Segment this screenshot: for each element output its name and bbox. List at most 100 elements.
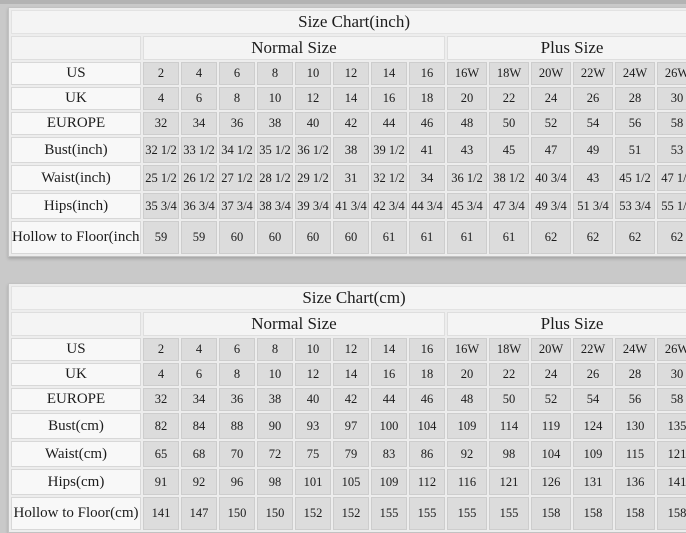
size-cell: 98 xyxy=(489,441,529,467)
size-cell: 22W xyxy=(573,62,613,85)
size-cell: 34 xyxy=(181,112,217,135)
size-cell: 33 1/2 xyxy=(181,137,217,163)
size-cell: 114 xyxy=(489,413,529,439)
size-cell: 52 xyxy=(531,112,571,135)
size-cell: 62 xyxy=(615,221,655,254)
size-cell: 62 xyxy=(531,221,571,254)
size-cell: 51 xyxy=(615,137,655,163)
size-cell: 26W xyxy=(657,338,686,361)
size-cell: 16 xyxy=(409,62,445,85)
size-cell: 40 xyxy=(295,112,331,135)
table-row: Hips(cm) 91 92 96 98 101 105 109 112 116 121 126 131… xyxy=(11,469,686,495)
normal-size-header: Normal Size xyxy=(143,36,445,60)
row-label: Hollow to Floor(cm) xyxy=(11,497,141,530)
size-cell: 36 1/2 xyxy=(447,165,487,191)
size-cell: 37 3/4 xyxy=(219,193,255,219)
size-cell: 54 xyxy=(573,112,613,135)
size-cell: 12 xyxy=(333,338,369,361)
size-cell: 14 xyxy=(371,338,407,361)
size-cell: 59 xyxy=(143,221,179,254)
table-row: US24681012141616W18W20W22W24W26W xyxy=(11,338,686,361)
size-cell: 147 xyxy=(181,497,217,530)
size-cell: 158 xyxy=(531,497,571,530)
size-cell: 34 xyxy=(409,165,445,191)
size-cell: 91 xyxy=(143,469,179,495)
size-cell: 24 xyxy=(531,87,571,110)
size-cell: 20W xyxy=(531,62,571,85)
size-cell: 2 xyxy=(143,338,179,361)
table-row: Bust(cm) 82 84 88 90 93 97 100 104 109 114 119 124 13… xyxy=(11,413,686,439)
size-cell: 60 xyxy=(257,221,293,254)
page-top-edge xyxy=(0,0,686,4)
size-cell: 18W xyxy=(489,62,529,85)
size-cell: 92 xyxy=(181,469,217,495)
size-cell: 50 xyxy=(489,112,529,135)
size-cell: 14 xyxy=(333,87,369,110)
size-cell: 44 xyxy=(371,112,407,135)
row-label: UK xyxy=(11,87,141,110)
table-row: Hips(inch) 35 3/4 36 3/4 37 3/4 38 3/4 39 3/4… xyxy=(11,193,686,219)
size-cell: 12 xyxy=(295,87,331,110)
row-label: Hollow to Floor(inch) xyxy=(11,221,141,254)
size-cell: 44 xyxy=(371,388,407,411)
size-cell: 24 xyxy=(531,363,571,386)
size-cell: 155 xyxy=(371,497,407,530)
size-cell: 38 xyxy=(257,112,293,135)
table-row: UK 4 6 8 10 12 14 16 18 20 22 24 26 28 30 xyxy=(11,87,686,110)
size-cell: 26 xyxy=(573,363,613,386)
size-cell: 8 xyxy=(257,338,293,361)
size-cell: 4 xyxy=(181,338,217,361)
size-cell: 39 1/2 xyxy=(371,137,407,163)
row-label: Waist(inch) xyxy=(11,165,141,191)
size-cell: 56 xyxy=(615,388,655,411)
size-cell: 27 1/2 xyxy=(219,165,255,191)
size-cell: 48 xyxy=(447,388,487,411)
size-cell: 35 1/2 xyxy=(257,137,293,163)
size-cell: 43 xyxy=(573,165,613,191)
size-cell: 150 xyxy=(257,497,293,530)
size-cell: 158 xyxy=(573,497,613,530)
size-cell: 45 xyxy=(489,137,529,163)
size-cell: 6 xyxy=(181,363,217,386)
row-label: Bust(inch) xyxy=(11,137,141,163)
size-cell: 16 xyxy=(371,363,407,386)
size-cell: 115 xyxy=(615,441,655,467)
size-cell: 16 xyxy=(409,338,445,361)
row-label: Hips(inch) xyxy=(11,193,141,219)
size-cell: 12 xyxy=(295,363,331,386)
size-cell: 84 xyxy=(181,413,217,439)
title-row: Size Chart(cm) xyxy=(11,286,686,310)
size-cell: 20 xyxy=(447,87,487,110)
size-cell: 47 1/2 xyxy=(657,165,686,191)
size-cell: 72 xyxy=(257,441,293,467)
size-chart-page: Size Chart(inch) Normal Size Plus Size U… xyxy=(0,4,686,533)
size-cell: 34 1/2 xyxy=(219,137,255,163)
size-cell: 83 xyxy=(371,441,407,467)
size-cell: 141 xyxy=(657,469,686,495)
size-cell: 8 xyxy=(257,62,293,85)
group-header-row: Normal Size Plus Size xyxy=(11,36,686,60)
size-cell: 155 xyxy=(447,497,487,530)
size-cell: 38 3/4 xyxy=(257,193,293,219)
size-cell: 53 xyxy=(657,137,686,163)
size-cell: 18W xyxy=(489,338,529,361)
size-cell: 55 1/2 xyxy=(657,193,686,219)
row-label: Waist(cm) xyxy=(11,441,141,467)
size-cell: 24W xyxy=(615,338,655,361)
table-title-cm: Size Chart(cm) xyxy=(11,286,686,310)
size-cell: 158 xyxy=(615,497,655,530)
size-cell: 31 xyxy=(333,165,369,191)
size-cell: 26 xyxy=(573,87,613,110)
size-cell: 47 xyxy=(531,137,571,163)
table-row: UK 4 6 8 10 12 14 16 18 20 22 24 26 28 30 xyxy=(11,363,686,386)
size-cell: 50 xyxy=(489,388,529,411)
size-cell: 34 xyxy=(181,388,217,411)
size-cell: 32 xyxy=(143,388,179,411)
row-label: US xyxy=(11,338,141,361)
size-cell: 30 xyxy=(657,87,686,110)
size-cell: 51 3/4 xyxy=(573,193,613,219)
size-cell: 61 xyxy=(447,221,487,254)
size-cell: 92 xyxy=(447,441,487,467)
size-cell: 40 3/4 xyxy=(531,165,571,191)
table-row: US24681012141616W18W20W22W24W26W xyxy=(11,62,686,85)
